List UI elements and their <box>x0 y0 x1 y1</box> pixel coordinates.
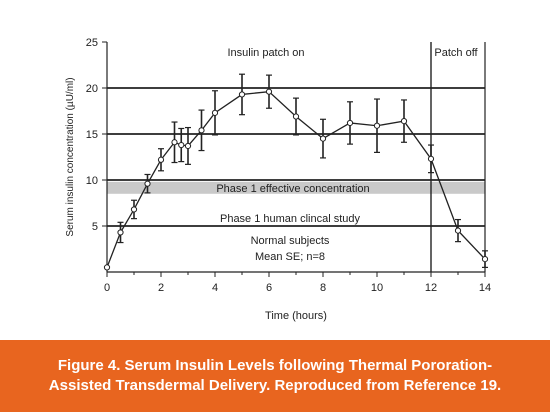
data-point <box>157 156 165 163</box>
data-point <box>319 135 327 142</box>
x-tick-label: 14 <box>479 282 491 294</box>
x-axis-title: Time (hours) <box>265 310 327 322</box>
x-tick-label: 10 <box>371 282 383 294</box>
y-tick-label: 10 <box>86 175 98 187</box>
chart: 0 2 4 6 8 10 12 14 5 10 15 20 25 Time (hours) Serum in… <box>65 37 491 322</box>
data-point <box>198 127 205 134</box>
marks-layer <box>103 73 489 271</box>
data-point <box>178 141 185 149</box>
data-point <box>481 256 489 263</box>
label-mean-se: Mean SE; n=8 <box>255 251 325 263</box>
x-tick-label: 12 <box>425 282 437 294</box>
y-axis-title: Serum insulin concentration (µU/ml) <box>65 77 76 236</box>
label-normal-subjects: Normal subjects <box>251 235 330 247</box>
data-point <box>117 229 124 236</box>
effective-concentration-band <box>107 181 485 194</box>
axes-layer <box>102 41 486 277</box>
x-tick-label: 4 <box>212 282 218 294</box>
y-tick-label: 5 <box>92 221 98 233</box>
data-point <box>144 180 151 187</box>
x-tick-label: 0 <box>104 282 110 294</box>
data-point <box>346 119 354 127</box>
label-phase1-effective: Phase 1 effective concentration <box>216 183 369 195</box>
data-point <box>427 155 435 162</box>
y-tick-label: 25 <box>86 37 98 49</box>
y-tick-label: 15 <box>86 129 98 141</box>
data-point <box>171 139 178 146</box>
caption-line-1: Figure 4. Serum Insulin Levels following… <box>57 357 493 374</box>
data-point <box>238 91 246 98</box>
data-point <box>400 118 408 125</box>
caption-line-2: Assisted Transdermal Delivery. Reproduce… <box>48 377 502 394</box>
x-tick-label: 6 <box>266 282 272 294</box>
text-layer: 0 2 4 6 8 10 12 14 5 10 15 20 25 Time (hours) Serum in… <box>65 37 491 322</box>
label-insulin-patch-on: Insulin patch on <box>227 47 304 59</box>
label-patch-off: Patch off <box>434 47 478 59</box>
data-point <box>130 206 138 213</box>
data-series-line <box>106 91 486 268</box>
x-tick-label: 8 <box>320 282 326 294</box>
label-phase1-study: Phase 1 human clincal study <box>220 213 361 225</box>
data-point <box>103 264 111 271</box>
data-point <box>292 113 300 120</box>
data-point <box>454 227 462 234</box>
figure-caption: Figure 4. Serum Insulin Levels following… <box>0 340 550 412</box>
data-point <box>211 109 219 116</box>
data-point <box>184 142 192 150</box>
data-point <box>373 122 381 129</box>
x-tick-label: 2 <box>158 282 164 294</box>
data-point <box>265 88 273 95</box>
y-tick-label: 20 <box>86 83 98 95</box>
